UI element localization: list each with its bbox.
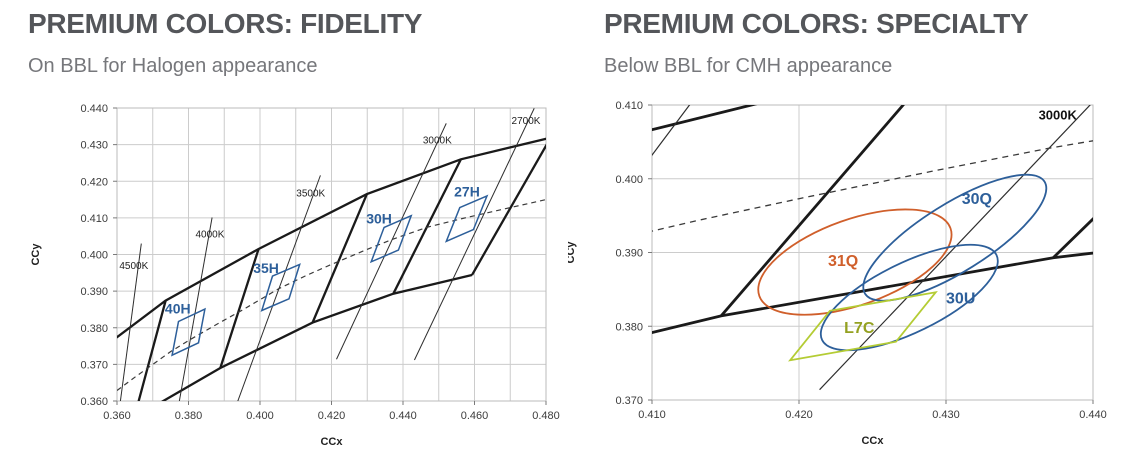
bin-label-35H: 35H xyxy=(253,260,279,276)
y-tick-label: 0.400 xyxy=(80,250,108,262)
bbl-dashed-line xyxy=(652,140,1093,232)
specialty-subtitle: Below BBL for CMH appearance xyxy=(604,55,893,77)
ellipse-30U xyxy=(819,243,999,352)
x-tick-label: 0.360 xyxy=(103,410,131,422)
x-tick-label: 0.410 xyxy=(638,409,666,421)
y-axis-title: CCy xyxy=(30,243,42,266)
quad-label-L7C: L7C xyxy=(844,320,875,337)
ansi-bin-divider xyxy=(392,158,462,295)
ansi-band-upper xyxy=(652,105,758,132)
chart-scene xyxy=(117,108,546,401)
panel-fidelity: PREMIUM COLORS: FIDELITY On BBL for Halo… xyxy=(0,0,568,455)
y-tick-label: 0.410 xyxy=(80,213,108,225)
grid xyxy=(116,107,547,402)
chart-scene xyxy=(652,105,1093,391)
ellipse-31Q xyxy=(757,208,953,316)
x-tick-label: 0.420 xyxy=(318,410,346,422)
cct-line-4500K xyxy=(119,243,142,401)
ansi-bin-divider xyxy=(720,105,906,317)
ansi-band-upper xyxy=(117,137,546,339)
bin-40H xyxy=(171,307,206,357)
ansi-bin-divider xyxy=(137,300,167,401)
specialty-title: PREMIUM COLORS: SPECIALTY xyxy=(604,8,1029,39)
ansi-band-lower xyxy=(652,251,1093,335)
cct-label-3000K: 3000K xyxy=(1039,108,1078,123)
ansi-bin-divider xyxy=(311,193,368,324)
ansi-band-lower xyxy=(160,273,473,401)
x-tick-label: 0.480 xyxy=(532,410,560,422)
cct-line-2700K xyxy=(413,108,535,361)
bbl-dashed-line xyxy=(117,199,546,392)
x-axis-title: CCx xyxy=(320,436,343,448)
specialty-chart: 0.410 0.420 0.430 0.440 0.370 0.380 0.390 0.400… xyxy=(565,90,1136,455)
fidelity-chart-svg: 0.360 0.380 0.400 0.420 0.440 0.460 0.480 0.360… xyxy=(30,103,560,448)
cct-line-4000K xyxy=(178,217,213,401)
ansi-bin-divider xyxy=(470,143,546,276)
bin-30H xyxy=(369,214,413,264)
cct-label-2700K: 2700K xyxy=(512,116,541,127)
y-tick-label: 0.400 xyxy=(615,174,643,186)
fidelity-subtitle: On BBL for Halogen appearance xyxy=(28,55,318,77)
bin-label-30H: 30H xyxy=(366,211,392,227)
x-axis-title: CCx xyxy=(861,435,884,447)
y-tick-label: 0.370 xyxy=(615,395,643,407)
y-tick-label: 0.360 xyxy=(80,396,108,408)
y-tick-label: 0.370 xyxy=(80,359,108,371)
y-tick-label: 0.380 xyxy=(80,323,108,335)
y-tick-label: 0.380 xyxy=(615,321,643,333)
quad-L7C xyxy=(788,291,938,362)
x-tick-label: 0.440 xyxy=(1079,409,1107,421)
y-tick-label: 0.390 xyxy=(80,286,108,298)
y-axis-title: CCy xyxy=(568,241,577,264)
ellipse-30Q xyxy=(862,173,1048,302)
ellipse-label-30Q: 30Q xyxy=(962,191,992,208)
y-tick-label: 0.420 xyxy=(80,176,108,188)
y-tick-label: 0.440 xyxy=(80,103,108,115)
fidelity-title: PREMIUM COLORS: FIDELITY xyxy=(28,8,423,39)
x-tick-label: 0.460 xyxy=(461,410,489,422)
specialty-chart-svg: 0.410 0.420 0.430 0.440 0.370 0.380 0.390 0.400… xyxy=(565,100,1107,447)
y-tick-label: 0.430 xyxy=(80,140,108,152)
grid xyxy=(651,104,1094,401)
panel-specialty: PREMIUM COLORS: SPECIALTY Below BBL for … xyxy=(565,0,1136,455)
x-tick-label: 0.380 xyxy=(175,410,203,422)
cct-line-3000K xyxy=(819,105,1091,391)
x-tick-label: 0.430 xyxy=(932,409,960,421)
cct-label-4500K: 4500K xyxy=(119,261,148,272)
cct-line-3500K xyxy=(237,175,321,401)
fidelity-chart: 0.360 0.380 0.400 0.420 0.440 0.460 0.480 0.360… xyxy=(0,90,568,455)
ansi-bin-divider xyxy=(219,248,260,369)
y-tick-label: 0.390 xyxy=(615,248,643,260)
cct-label-3500K: 3500K xyxy=(296,188,325,199)
ellipse-label-31Q: 31Q xyxy=(828,253,858,270)
bin-27H xyxy=(444,194,489,243)
x-tick-label: 0.420 xyxy=(785,409,813,421)
x-tick-label: 0.440 xyxy=(389,410,417,422)
ellipse-label-30U: 30U xyxy=(946,290,975,307)
bin-label-40H: 40H xyxy=(165,301,191,317)
cct-label-3000K: 3000K xyxy=(423,136,452,147)
y-tick-label: 0.410 xyxy=(615,100,643,112)
cct-line-3000K xyxy=(336,123,447,360)
bin-label-27H: 27H xyxy=(454,184,480,200)
cct-label-4000K: 4000K xyxy=(195,229,224,240)
bin-35H xyxy=(260,263,301,312)
x-tick-label: 0.400 xyxy=(246,410,274,422)
